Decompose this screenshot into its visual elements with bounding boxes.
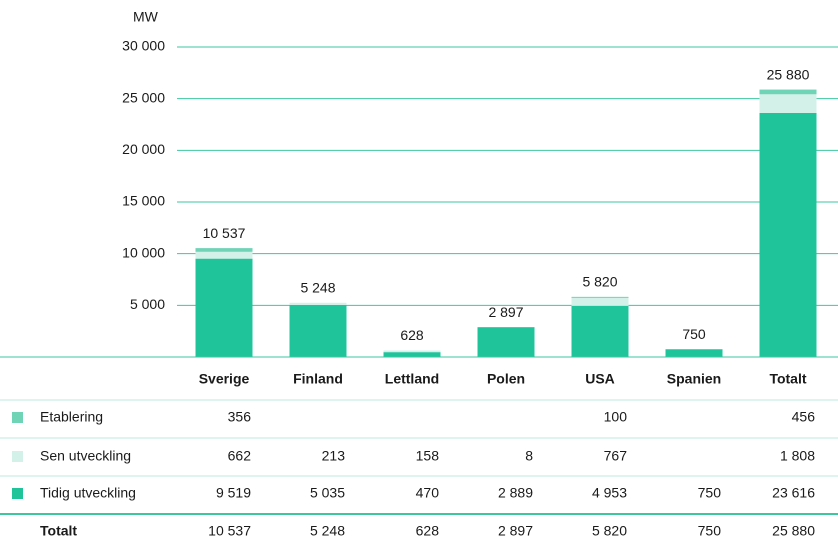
table-cell: 23 616 xyxy=(772,485,815,501)
category-label: Lettland xyxy=(385,371,439,387)
table-cell: 356 xyxy=(228,409,252,425)
bar-segment xyxy=(571,296,629,298)
bar-segment xyxy=(383,350,441,353)
bar-segment xyxy=(571,297,629,306)
table-cell: 628 xyxy=(416,523,440,539)
legend-label: Sen utveckling xyxy=(40,448,131,464)
bar-segment xyxy=(195,251,253,259)
table-cell: 750 xyxy=(698,485,722,501)
bar-segment xyxy=(571,305,629,357)
table-cell: 10 537 xyxy=(208,523,251,539)
total-label: 10 537 xyxy=(203,225,246,241)
legend-swatch xyxy=(12,488,23,499)
bar-segment xyxy=(759,112,817,357)
y-tick-label: 10 000 xyxy=(122,244,165,260)
legend-label: Tidig utveckling xyxy=(40,485,136,501)
bar-segment xyxy=(759,94,817,113)
total-label: 5 248 xyxy=(300,279,335,295)
bar-segment xyxy=(289,304,347,357)
bar-segment xyxy=(383,352,441,357)
bar-segment xyxy=(195,248,253,252)
table-cell: 470 xyxy=(416,485,440,501)
legend-swatch xyxy=(12,451,23,462)
legend-label: Etablering xyxy=(40,409,103,425)
total-label: 25 880 xyxy=(767,66,810,82)
category-label: Polen xyxy=(487,371,525,387)
table-cell: 25 880 xyxy=(772,523,815,539)
table-cell: 750 xyxy=(698,523,722,539)
bar-segment xyxy=(195,258,253,357)
y-unit: MW xyxy=(133,9,159,25)
category-label: Totalt xyxy=(769,371,806,387)
table-cell: 158 xyxy=(416,448,440,464)
table-cell: 662 xyxy=(228,448,252,464)
table-cell: 100 xyxy=(604,409,628,425)
category-label: Finland xyxy=(293,371,343,387)
table-cell: 9 519 xyxy=(216,485,251,501)
table-cell: 456 xyxy=(792,409,816,425)
totals-row-label: Totalt xyxy=(40,523,77,539)
bar-segment xyxy=(665,349,723,357)
table-cell: 5 820 xyxy=(592,523,627,539)
legend-swatch xyxy=(12,412,23,423)
y-tick-label: 15 000 xyxy=(122,193,165,209)
bar-segment xyxy=(289,302,347,305)
total-label: 2 897 xyxy=(488,304,523,320)
category-label: USA xyxy=(585,371,615,387)
y-tick-label: 25 000 xyxy=(122,89,165,105)
bar-segment xyxy=(477,327,535,357)
table-cell: 767 xyxy=(604,448,628,464)
table-cell: 2 897 xyxy=(498,523,533,539)
table-cell: 5 248 xyxy=(310,523,345,539)
table-cell: 8 xyxy=(525,448,533,464)
table-cell: 4 953 xyxy=(592,485,627,501)
table-cell: 213 xyxy=(322,448,346,464)
table-cell: 1 808 xyxy=(780,448,815,464)
y-tick-label: 30 000 xyxy=(122,38,165,54)
total-label: 5 820 xyxy=(582,274,617,290)
y-tick-label: 5 000 xyxy=(130,296,165,312)
table-cell: 2 889 xyxy=(498,485,533,501)
bar-segment xyxy=(759,89,817,95)
category-label: Sverige xyxy=(199,371,250,387)
total-label: 628 xyxy=(400,327,424,343)
total-label: 750 xyxy=(682,326,706,342)
table-cell: 5 035 xyxy=(310,485,345,501)
y-tick-label: 20 000 xyxy=(122,141,165,157)
category-label: Spanien xyxy=(667,371,721,387)
